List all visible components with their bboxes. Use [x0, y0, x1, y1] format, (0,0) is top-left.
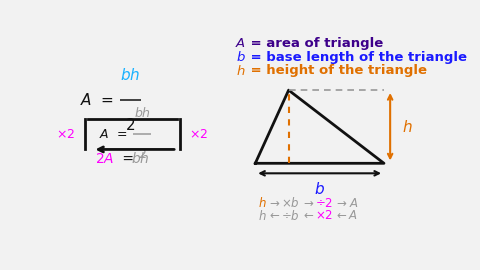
Text: = height of the triangle: = height of the triangle — [246, 65, 427, 77]
Text: $\times b$: $\times b$ — [281, 196, 300, 210]
Text: $\rightarrow$: $\rightarrow$ — [267, 197, 281, 210]
Text: $\times 2$: $\times 2$ — [315, 209, 333, 222]
Text: $\leftarrow$: $\leftarrow$ — [301, 209, 314, 222]
Text: = base length of the triangle: = base length of the triangle — [246, 50, 467, 63]
Text: $\times 2$: $\times 2$ — [190, 127, 208, 141]
Text: $bh$: $bh$ — [120, 67, 141, 83]
Text: $A$  =: $A$ = — [80, 92, 116, 108]
Text: =: = — [118, 152, 139, 166]
Text: $bh$: $bh$ — [133, 106, 151, 120]
Text: $A$: $A$ — [348, 209, 358, 222]
Text: $\mathbf{\mathit{h}}$: $\mathbf{\mathit{h}}$ — [237, 64, 246, 78]
Text: $A$  =: $A$ = — [98, 127, 128, 141]
Text: $h$: $h$ — [402, 119, 412, 135]
Text: $2$: $2$ — [138, 148, 146, 161]
Text: $b$: $b$ — [314, 181, 325, 197]
Text: $\div b$: $\div b$ — [281, 209, 300, 223]
Text: $h$: $h$ — [258, 196, 266, 210]
Text: $\leftarrow$: $\leftarrow$ — [334, 209, 348, 222]
Text: $2A$: $2A$ — [95, 152, 114, 166]
Text: $bh$: $bh$ — [132, 151, 150, 166]
Text: $A$: $A$ — [348, 197, 359, 210]
Text: $\leftarrow$: $\leftarrow$ — [267, 209, 280, 222]
Text: $h$: $h$ — [258, 209, 266, 223]
Text: $\mathbf{\mathit{b}}$: $\mathbf{\mathit{b}}$ — [236, 50, 246, 64]
Text: $\rightarrow$: $\rightarrow$ — [301, 197, 314, 210]
Text: $\rightarrow$: $\rightarrow$ — [334, 197, 348, 210]
Text: $\times 2$: $\times 2$ — [57, 127, 75, 141]
Text: = area of triangle: = area of triangle — [246, 37, 383, 50]
Text: $2$: $2$ — [125, 117, 135, 133]
Text: $\mathit{A}$: $\mathit{A}$ — [235, 37, 246, 50]
Text: $\div 2$: $\div 2$ — [315, 197, 334, 210]
